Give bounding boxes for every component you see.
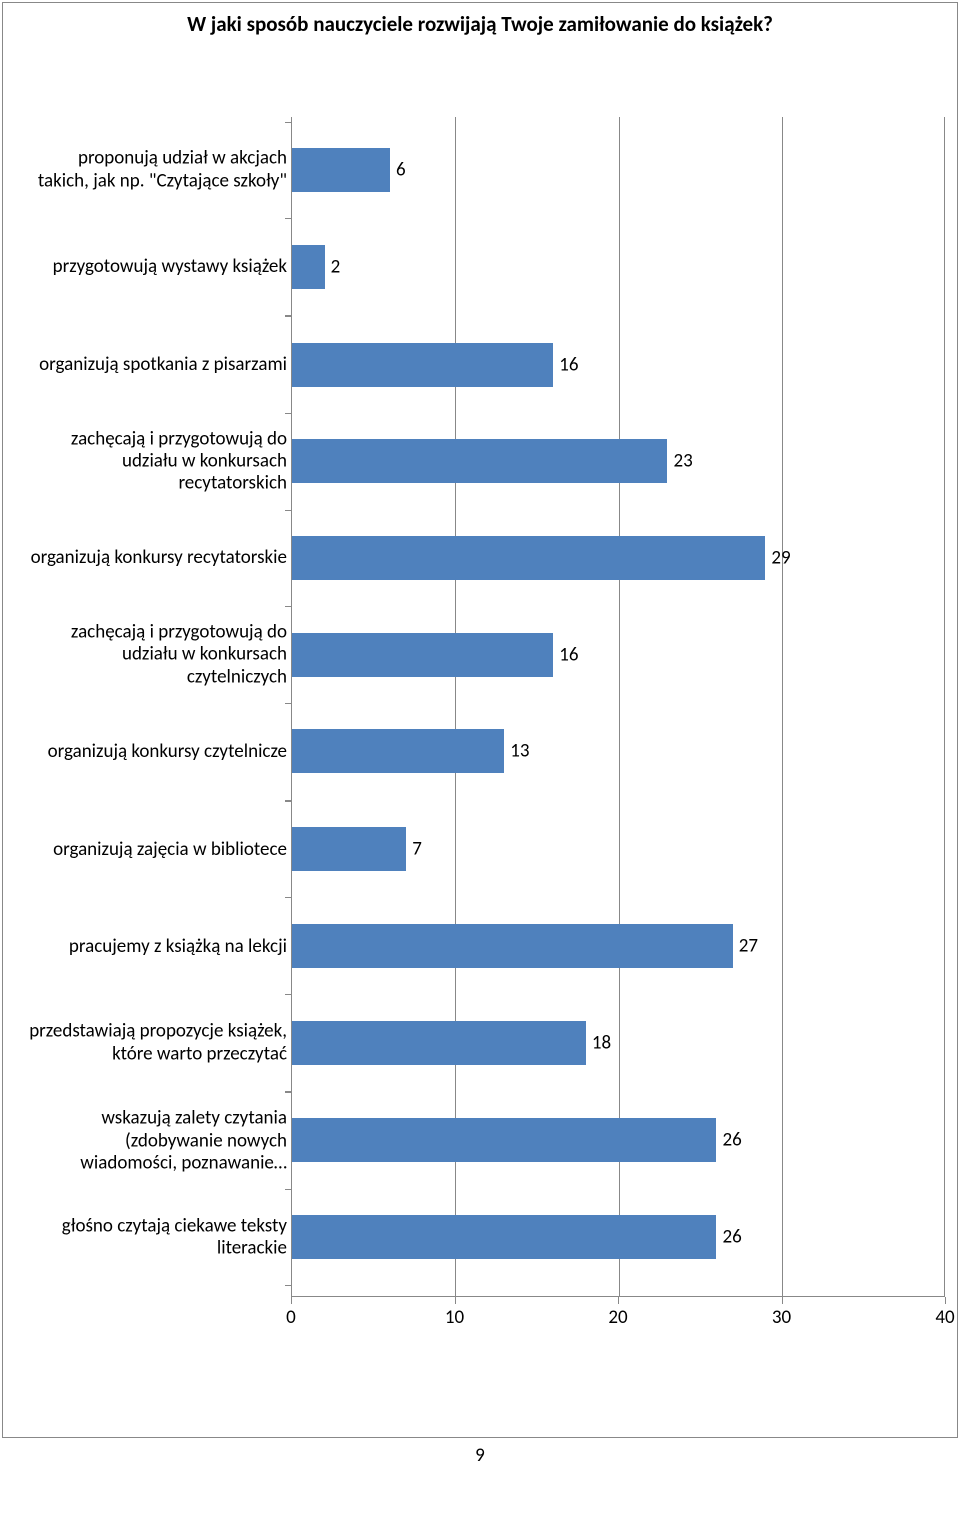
y-tick (285, 218, 292, 219)
bar (292, 439, 667, 483)
category-label-column: proponują udział w akcjach takich, jak n… (15, 117, 291, 1297)
y-tick (285, 1285, 292, 1286)
y-tick (285, 510, 292, 511)
bar (292, 343, 553, 387)
bar (292, 633, 553, 677)
bar (292, 924, 733, 968)
x-tick-label: 30 (772, 1306, 791, 1329)
category-label: wskazują zalety czytania (zdobywanie now… (27, 1108, 287, 1175)
bar-value: 27 (739, 934, 758, 957)
y-tick (285, 606, 292, 607)
x-tick-label: 0 (286, 1306, 296, 1329)
x-tick-label: 10 (445, 1306, 464, 1329)
category-label: organizują konkursy recytatorskie (27, 547, 287, 569)
y-tick (285, 994, 292, 995)
y-tick (285, 122, 292, 123)
bar-value: 7 (412, 838, 422, 861)
bar-value: 16 (559, 353, 578, 376)
category-label: zachęcają i przygotowują do udziału w ko… (27, 621, 287, 688)
x-tick-mark (291, 1297, 292, 1304)
bar (292, 1021, 586, 1065)
x-tick-mark (455, 1297, 456, 1304)
category-label: proponują udział w akcjach takich, jak n… (27, 148, 287, 193)
x-tick-mark (618, 1297, 619, 1304)
bar-value: 26 (722, 1129, 741, 1152)
y-tick (285, 413, 292, 414)
x-tick-label: 20 (608, 1306, 627, 1329)
bar-value: 6 (396, 159, 406, 182)
chart-wrap: proponują udział w akcjach takich, jak n… (15, 117, 945, 1337)
y-tick (285, 897, 292, 898)
category-label: organizują zajęcia w bibliotece (27, 839, 287, 861)
category-label: przedstawiają propozycje książek, które … (27, 1021, 287, 1066)
category-label: głośno czytają ciekawe teksty literackie (27, 1216, 287, 1261)
x-tick-mark (945, 1297, 946, 1304)
y-tick (285, 316, 292, 317)
bar (292, 827, 406, 871)
plot-area: 6 2 16 23 29 16 13 7 27 18 26 26 (291, 117, 945, 1297)
grid-line (782, 117, 783, 1296)
bar-value: 2 (331, 255, 341, 278)
bar (292, 536, 765, 580)
bar (292, 1215, 716, 1259)
y-tick (285, 801, 292, 802)
bar-value: 16 (559, 643, 578, 666)
category-label: organizują konkursy czytelnicze (27, 741, 287, 763)
chart-title: W jaki sposób nauczyciele rozwijają Twoj… (3, 11, 957, 37)
x-tick-label: 40 (935, 1306, 954, 1329)
category-label: pracujemy z książką na lekcji (27, 935, 287, 957)
bar-value: 29 (771, 546, 790, 569)
bar (292, 245, 325, 289)
bar-value: 26 (722, 1226, 741, 1249)
bar-value: 13 (510, 740, 529, 763)
category-label: organizują spotkania z pisarzami (27, 354, 287, 376)
y-tick (285, 703, 292, 704)
x-axis-ticks: 010203040 (291, 1297, 945, 1337)
x-tick-mark (782, 1297, 783, 1304)
bar (292, 148, 390, 192)
category-label: przygotowują wystawy książek (27, 256, 287, 278)
chart-frame: W jaki sposób nauczyciele rozwijają Twoj… (2, 2, 958, 1438)
category-label: zachęcają i przygotowują do udziału w ko… (27, 428, 287, 495)
page-number: 9 (475, 1444, 485, 1467)
grid-line (944, 117, 945, 1296)
y-tick (285, 1092, 292, 1093)
bar-value: 18 (592, 1031, 611, 1054)
bar (292, 1118, 716, 1162)
bar-value: 23 (673, 450, 692, 473)
y-tick (285, 1189, 292, 1190)
bar (292, 729, 504, 773)
